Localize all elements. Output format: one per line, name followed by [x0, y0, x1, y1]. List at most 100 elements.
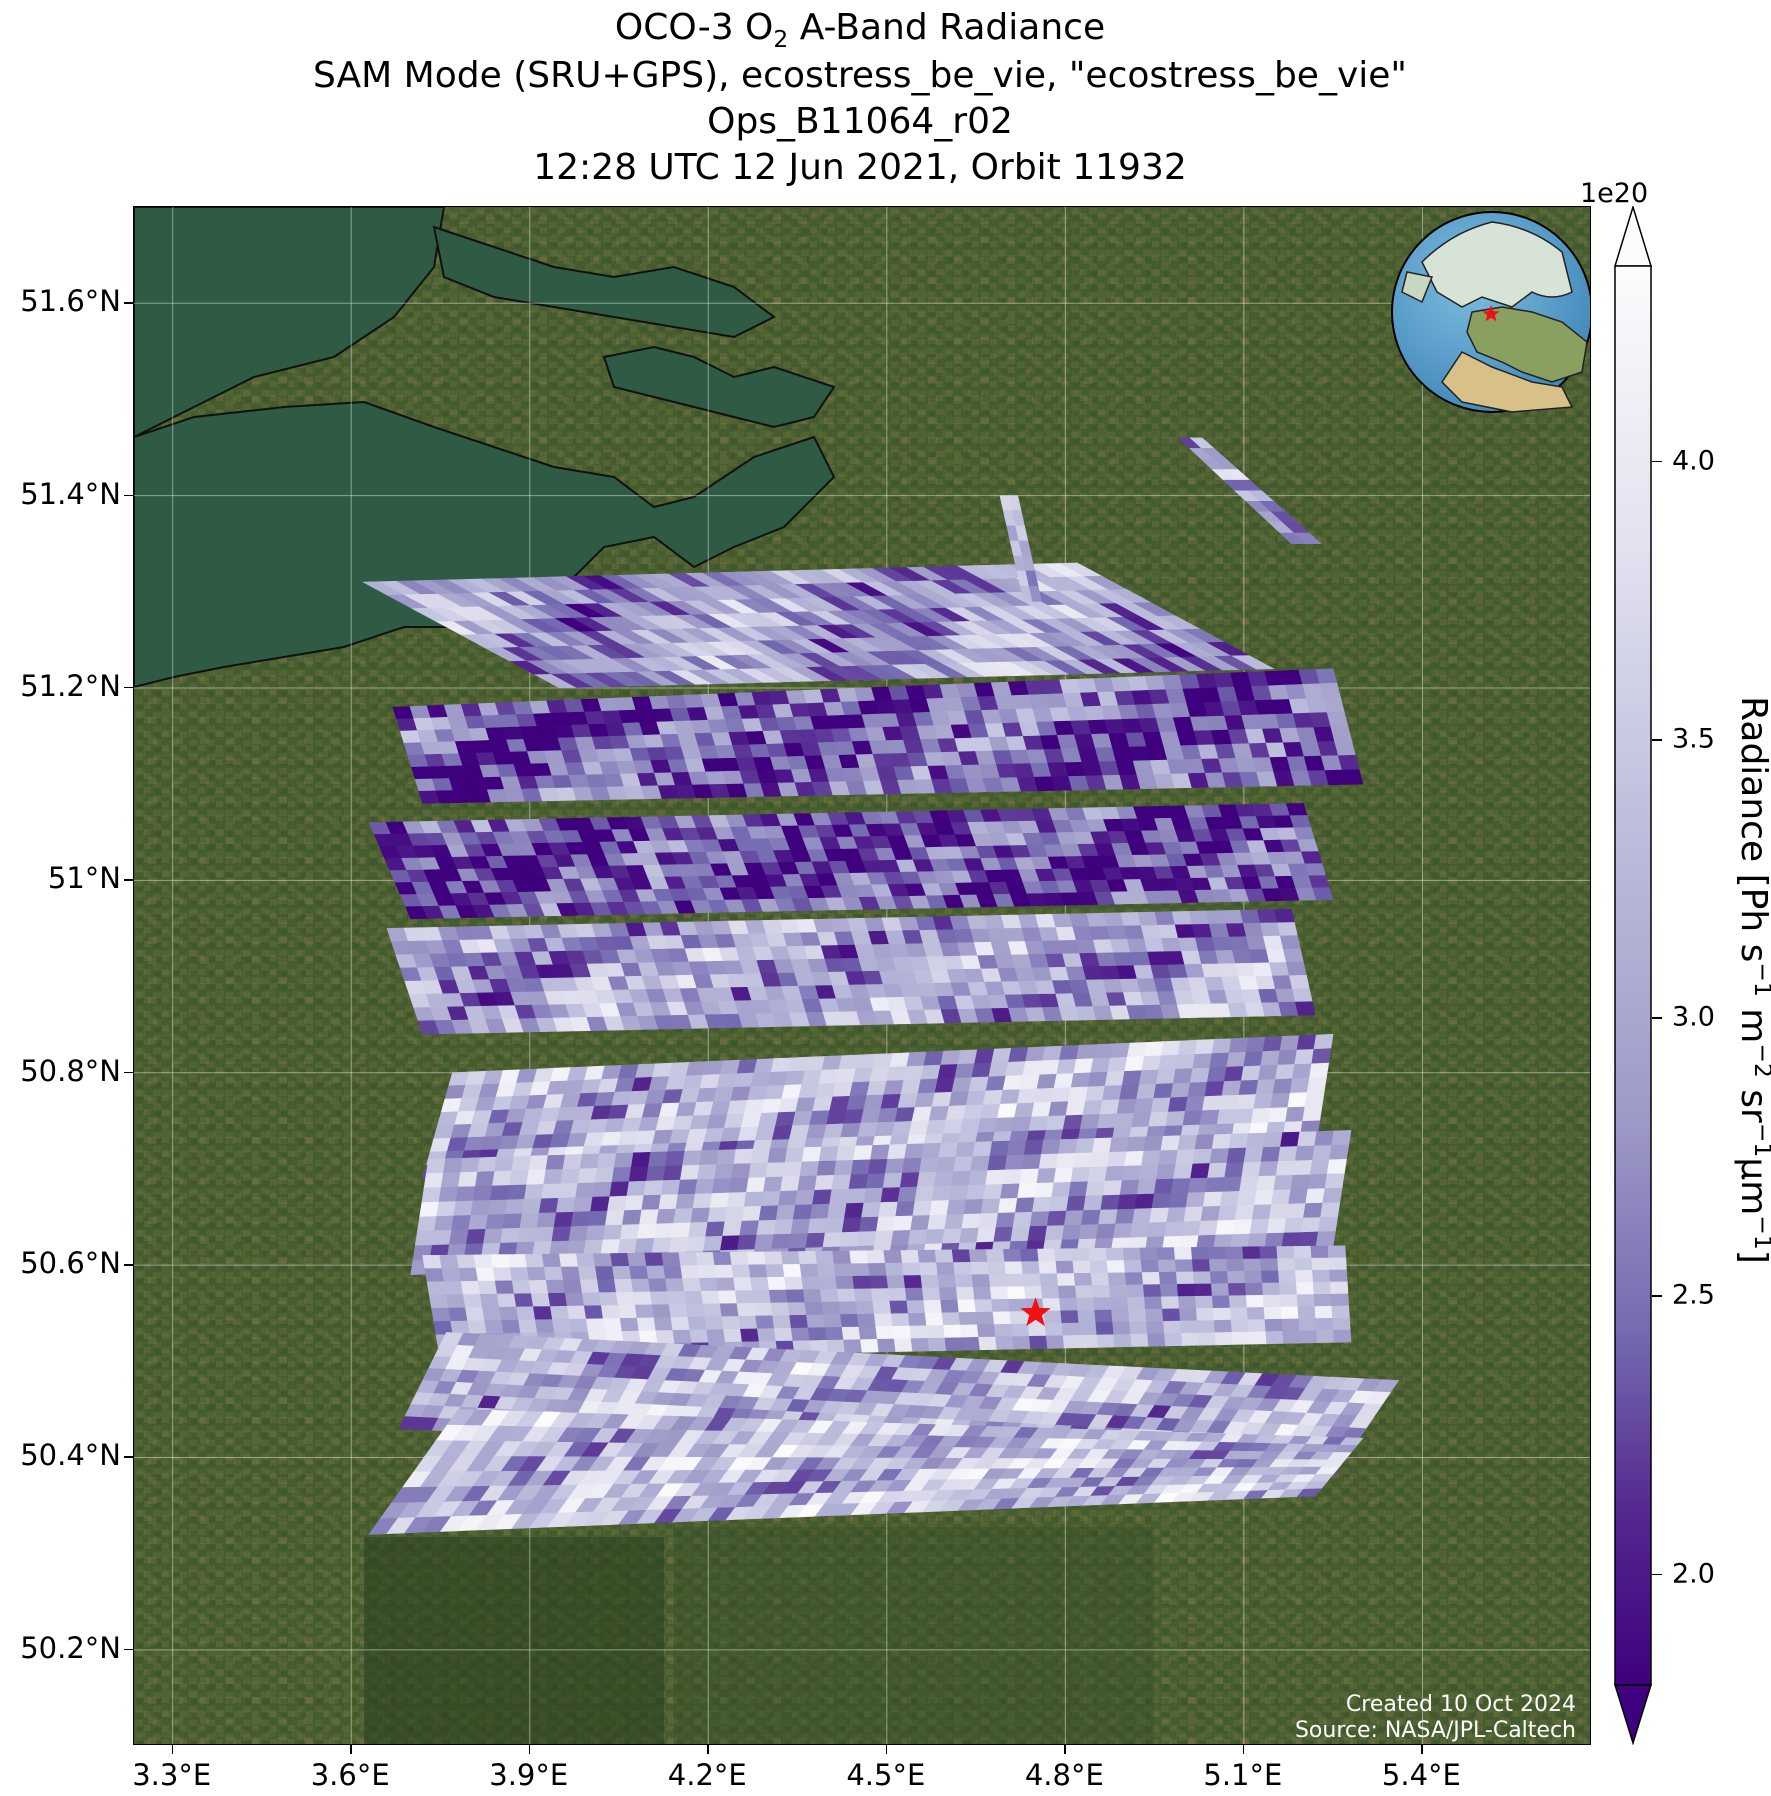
radiance-cell [890, 1229, 911, 1246]
radiance-cell [919, 1262, 939, 1276]
radiance-cell [1172, 1068, 1194, 1084]
radiance-cell [758, 1205, 779, 1222]
radiance-cell [1215, 949, 1236, 965]
radiance-cell [1214, 1331, 1234, 1346]
colorbar-tick-mark [1652, 460, 1662, 463]
radiance-cell [545, 1279, 566, 1294]
radiance-cell [1256, 909, 1278, 924]
radiance-cell [1117, 1194, 1138, 1210]
radiance-cell [785, 1289, 806, 1304]
radiance-cell [1095, 1321, 1115, 1336]
radiance-cell [1011, 1116, 1032, 1132]
radiance-cell [1236, 1094, 1257, 1110]
title-line-1: OCO-3 O2 A-Band Radiance [614, 7, 1106, 54]
radiance-cell [957, 1049, 978, 1065]
radiance-cell [970, 1155, 991, 1172]
radiance-cell [921, 1142, 942, 1159]
radiance-cell [671, 1222, 692, 1239]
radiance-cell [1213, 1319, 1233, 1334]
radiance-cell [997, 1197, 1018, 1214]
radiance-cell [910, 1337, 930, 1352]
radiance-cell [1224, 1162, 1245, 1178]
radiance-cell [883, 1250, 903, 1264]
radiance-cell [1208, 1246, 1227, 1260]
radiance-cell [562, 1279, 583, 1294]
radiance-cell [978, 1336, 998, 1351]
radiance-cell [1254, 1189, 1275, 1206]
radiance-cell [658, 1194, 679, 1210]
radiance-cell [938, 1142, 959, 1159]
radiance-cell [1245, 1132, 1266, 1149]
radiance-cell [789, 1314, 809, 1329]
radiance-cell [1326, 1158, 1347, 1175]
radiance-cell [1264, 1232, 1285, 1249]
radiance-cell [541, 1253, 562, 1268]
radiance-cell [1029, 1211, 1050, 1227]
radiance-cell [1102, 978, 1124, 994]
radiance-cell [948, 1185, 969, 1201]
radiance-cell [995, 1336, 1015, 1350]
radiance-cell [1162, 1308, 1181, 1322]
radiance-cell [685, 1303, 706, 1318]
radiance-cell [1273, 1174, 1294, 1191]
radiance-cell [1008, 1047, 1029, 1063]
radiance-cell [1049, 1196, 1070, 1212]
radiance-cell [1053, 1073, 1075, 1089]
radiance-cell [1173, 990, 1195, 1006]
radiance-cell [809, 1203, 830, 1220]
radiance-cell [1279, 1294, 1299, 1308]
radiance-cell [831, 1174, 852, 1191]
radiance-cell [1226, 1147, 1247, 1164]
radiance-cell [1313, 1293, 1333, 1307]
colorbar-label: Radiance [Ph s−1 m−2 sr−1μm−1] [1733, 696, 1771, 1264]
radiance-cell [579, 1279, 600, 1294]
radiance-cell [1123, 1259, 1143, 1274]
radiance-cell [1209, 1052, 1230, 1069]
latitude-tick-label: 50.6°N [20, 1246, 121, 1281]
radiance-cell [1208, 1258, 1228, 1273]
radiance-cell [855, 1053, 877, 1070]
radiance-cell [914, 1092, 936, 1108]
radiance-cell [1133, 964, 1155, 980]
radiance-cell [790, 1327, 811, 1342]
radiance-cell [1279, 1035, 1300, 1052]
radiance-cell [1202, 1191, 1223, 1208]
radiance-cell [826, 1109, 848, 1125]
radiance-cell [1060, 1310, 1080, 1324]
radiance-cell [1133, 1098, 1155, 1114]
radiance-cell [987, 1155, 1008, 1171]
radiance-cell [1160, 1135, 1181, 1152]
radiance-cell [1192, 1053, 1213, 1069]
radiance-cell [600, 1305, 621, 1320]
radiance-cell [882, 1172, 903, 1189]
radiance-cell [1044, 1225, 1065, 1241]
radiance-cell [1151, 1193, 1172, 1209]
radiance-cell [566, 1305, 587, 1320]
colorbar-tick-mark [1652, 739, 1662, 741]
radiance-cell [1226, 1258, 1245, 1272]
radiance-cell [653, 1223, 674, 1239]
radiance-cell [1104, 1165, 1125, 1182]
latitude-tick-label: 50.2°N [20, 1630, 121, 1665]
radiance-cell [501, 1319, 521, 1334]
radiance-cell [504, 1198, 525, 1215]
radiance-cell [897, 1093, 919, 1109]
radiance-cell [688, 1221, 709, 1238]
radiance-cell [1089, 1151, 1110, 1168]
radiance-cell [543, 1169, 564, 1185]
radiance-cell [1124, 1150, 1145, 1167]
radiance-cell [829, 1188, 850, 1205]
radiance-cell [1120, 912, 1142, 927]
radiance-cell [906, 1300, 926, 1314]
radiance-cell [1039, 1273, 1059, 1287]
radiance-cell [550, 1305, 570, 1320]
radiance-cell [985, 1075, 1007, 1092]
radiance-cell [534, 1226, 555, 1243]
radiance-cell [1238, 976, 1259, 991]
longitude-tick-label: 5.4°E [1381, 1758, 1461, 1792]
radiance-cell [707, 1207, 728, 1223]
radiance-cell [541, 1183, 562, 1200]
radiance-cell [916, 1171, 937, 1188]
radiance-cell [814, 1174, 835, 1191]
radiance-cell [1235, 962, 1256, 978]
